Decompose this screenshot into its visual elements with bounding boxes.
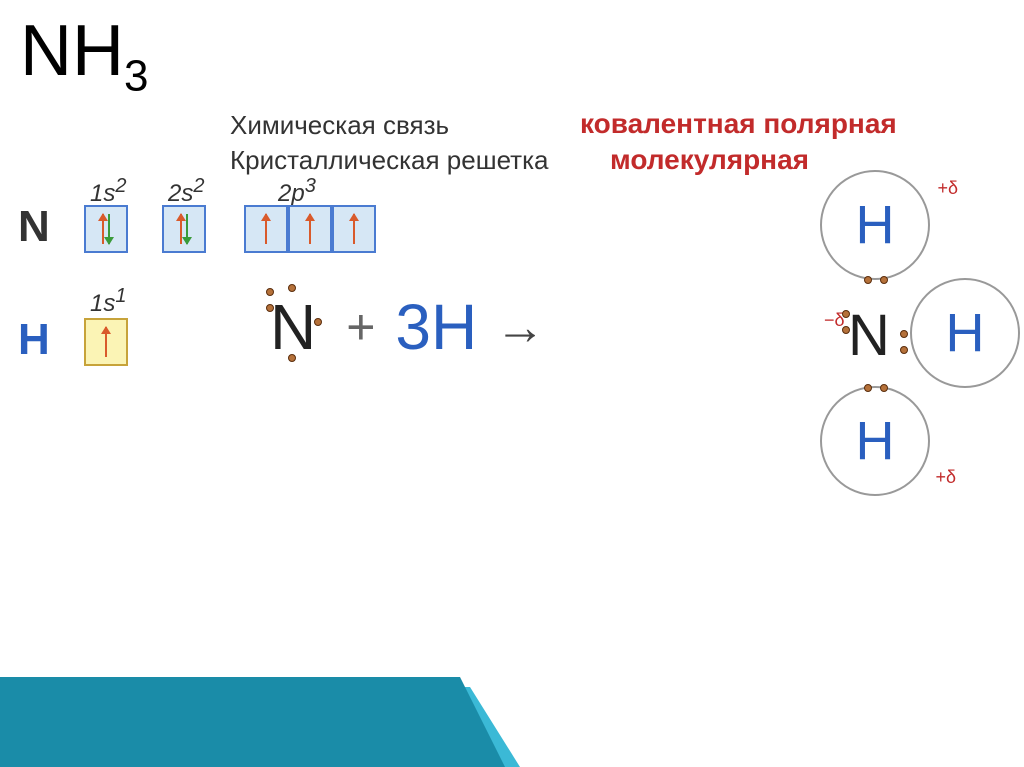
eq-plus: + <box>336 298 385 356</box>
electron-dot <box>266 304 274 312</box>
bond-type: ковалентная полярная <box>580 108 897 140</box>
atom-symbol-h: H <box>18 315 50 365</box>
bond-electron-dot <box>864 384 872 392</box>
electron-dot <box>266 288 274 296</box>
orbital-box-n2p_3 <box>332 205 376 253</box>
bond-electron-dot <box>864 276 872 284</box>
formula-sub: 3 <box>124 51 148 100</box>
h-circle-top: H+δ <box>820 170 930 280</box>
h-circle-bottom: H+δ <box>820 386 930 496</box>
orbital-box-h1s <box>84 318 128 366</box>
orbital-label-n-2s: 2s2 <box>168 175 204 208</box>
bond-electron-dot <box>880 276 888 284</box>
orbital-label-n-2p: 2p3 <box>278 175 316 208</box>
bond-label: Химическая связь <box>230 110 449 141</box>
lattice-label: Кристаллическая решетка <box>230 145 548 176</box>
h-circle-right: H+δ <box>910 278 1020 388</box>
orbital-label-n-1s: 1s2 <box>90 175 126 208</box>
formula-base: NH <box>20 11 124 91</box>
orbital-box-n2p_1 <box>244 205 288 253</box>
eq-n-symbol: N <box>270 291 316 363</box>
bond-electron-dot <box>900 346 908 354</box>
atom-symbol-n: N <box>18 202 50 252</box>
bond-electron-dot <box>880 384 888 392</box>
orbital-box-n1s <box>84 205 128 253</box>
eq-arrow: → <box>487 298 553 356</box>
product-structure: N −δ H+δH+δH+δ <box>760 170 1020 510</box>
eq-atom-n: N <box>260 290 326 364</box>
bond-electron-dot <box>900 330 908 338</box>
electron-dot <box>314 318 322 326</box>
bond-electron-dot <box>842 310 850 318</box>
delta-plus-top: +δ <box>937 178 958 199</box>
eq-3h: 3H <box>395 290 477 364</box>
bond-electron-dot <box>842 326 850 334</box>
formula-nh3: NH3 <box>20 10 148 101</box>
orbital-box-n2p_2 <box>288 205 332 253</box>
product-n: N <box>848 302 890 369</box>
electron-dot <box>288 284 296 292</box>
delta-plus-bottom: +δ <box>935 467 956 488</box>
corner-decoration <box>0 677 520 767</box>
orbital-label-h-1s: 1s1 <box>90 285 126 318</box>
orbital-box-n2s <box>162 205 206 253</box>
equation: N + 3H → <box>260 290 553 364</box>
electron-dot <box>288 354 296 362</box>
